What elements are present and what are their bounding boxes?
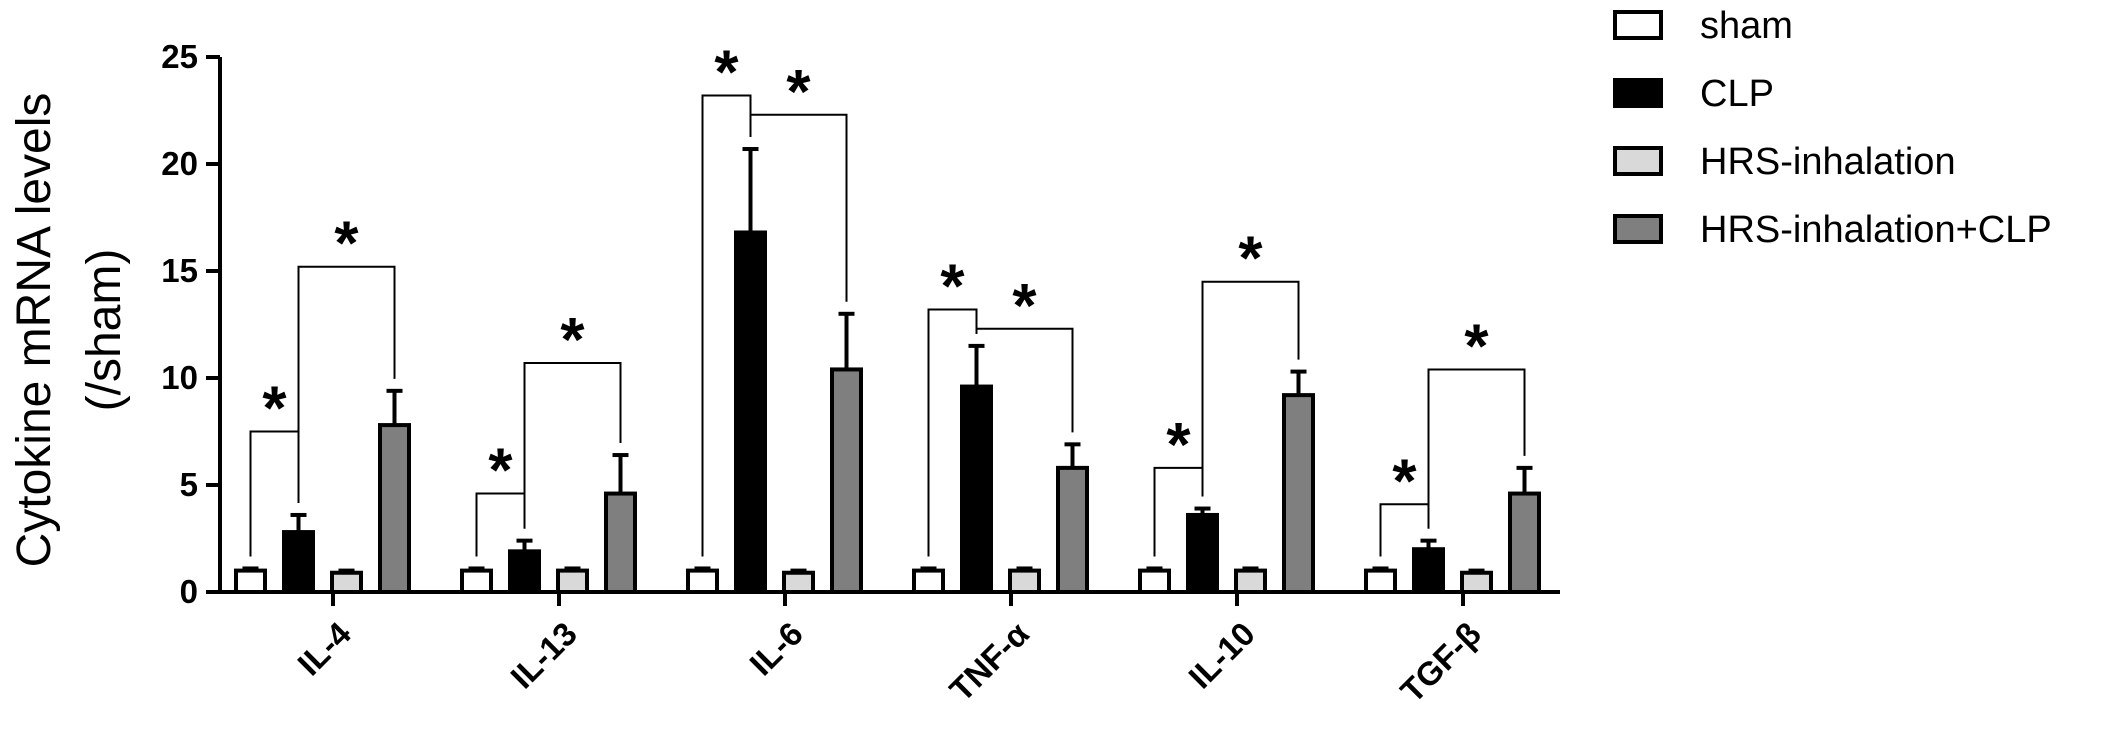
significance-bracket xyxy=(975,327,1074,433)
significance-star: * xyxy=(1166,411,1191,480)
y-axis: 0 5 10 15 20 25 xyxy=(161,38,222,610)
x-tick-label: TGF-β xyxy=(1393,615,1488,710)
significance-star: * xyxy=(334,210,359,279)
bar xyxy=(830,367,863,594)
significance-bracket xyxy=(1201,280,1300,497)
significance-star: * xyxy=(1392,447,1417,516)
x-tick-label: IL-10 xyxy=(1181,615,1262,696)
bar xyxy=(1412,547,1445,595)
bar xyxy=(234,568,267,594)
bar xyxy=(734,230,767,594)
significance-bracket xyxy=(1427,368,1526,529)
significance-star: * xyxy=(488,437,513,506)
bar xyxy=(282,530,315,595)
bar xyxy=(1508,491,1541,594)
significance-star: * xyxy=(1012,272,1037,341)
bar xyxy=(1364,568,1397,594)
bar xyxy=(556,568,589,594)
bars xyxy=(234,147,1541,595)
legend-label: HRS-inhalation xyxy=(1700,141,1956,183)
significance-star: * xyxy=(1238,225,1263,294)
bar xyxy=(1008,568,1041,594)
bar xyxy=(686,568,719,594)
significance-star: * xyxy=(560,306,585,375)
legend-label: sham xyxy=(1700,5,1793,47)
significance-star: * xyxy=(714,39,739,108)
significance-bracket xyxy=(297,265,396,503)
legend-swatch xyxy=(1613,146,1663,176)
y-axis-title: Cytokine mRNA levels (/sham) xyxy=(8,93,131,568)
y-tick-label: 25 xyxy=(161,38,198,75)
bar xyxy=(1234,568,1267,594)
legend-swatch xyxy=(1613,78,1663,108)
x-tick-label: IL-4 xyxy=(290,614,358,682)
bar xyxy=(1186,512,1219,595)
legend-swatch xyxy=(1613,10,1663,40)
legend: sham CLP HRS-inhalation HRS-inhalation+CLP xyxy=(1613,5,2052,251)
significance-star: * xyxy=(1464,312,1489,381)
y-tick-label: 20 xyxy=(161,145,198,182)
bar xyxy=(960,384,993,594)
y-axis-title-line2: (/sham) xyxy=(78,249,131,412)
bar xyxy=(1460,570,1493,594)
significance-bracket xyxy=(749,113,848,302)
significance-star: * xyxy=(262,375,287,444)
significance-bracket xyxy=(523,362,622,529)
significance-bracket xyxy=(927,308,978,557)
legend-swatch xyxy=(1613,214,1663,244)
x-tick-label: IL-13 xyxy=(503,615,584,696)
bar xyxy=(330,570,363,594)
bar xyxy=(460,568,493,594)
bar xyxy=(378,423,411,594)
x-tick-label: IL-6 xyxy=(742,615,810,683)
legend-label: CLP xyxy=(1700,73,1774,115)
bar xyxy=(912,568,945,594)
bar xyxy=(604,491,637,594)
bar xyxy=(1056,465,1089,595)
significance-brackets: * * * * * * * * * * * * xyxy=(249,39,1526,557)
y-tick-label: 5 xyxy=(180,466,198,503)
y-tick-label: 0 xyxy=(180,573,198,610)
legend-label: HRS-inhalation+CLP xyxy=(1700,209,2052,251)
x-tick-label: TNF-α xyxy=(942,615,1036,709)
y-tick-label: 10 xyxy=(161,359,198,396)
bar xyxy=(1138,568,1171,594)
bar xyxy=(782,570,815,594)
x-axis: IL-4 IL-13 IL-6 TNF-α IL-10 TGF-β xyxy=(218,590,1560,710)
significance-star: * xyxy=(940,253,965,322)
y-axis-title-line1: Cytokine mRNA levels xyxy=(8,93,61,568)
bar xyxy=(508,549,541,595)
bar xyxy=(1282,393,1315,594)
y-tick-label: 15 xyxy=(161,252,198,289)
significance-star: * xyxy=(786,58,811,127)
